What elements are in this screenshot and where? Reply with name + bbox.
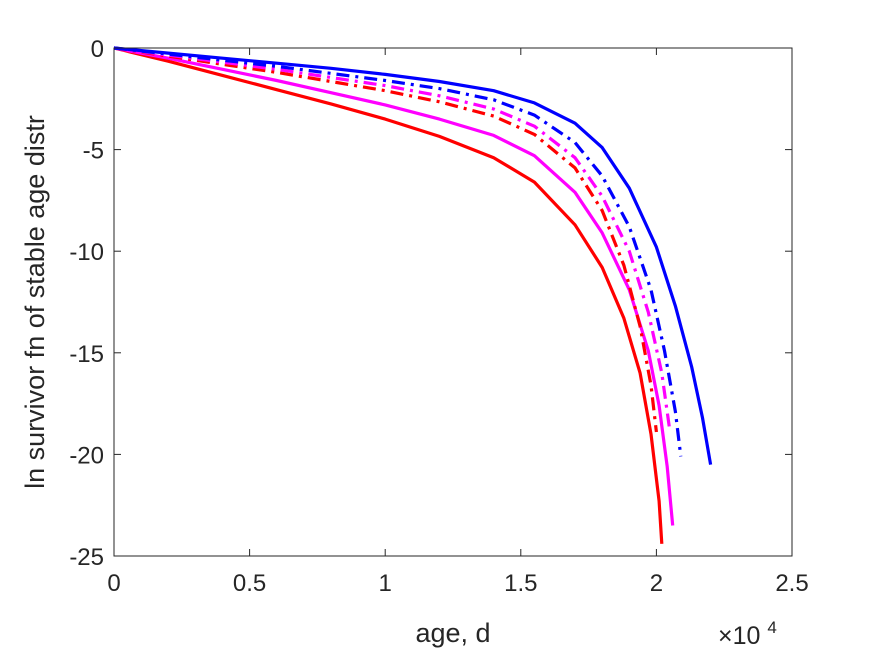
series-line-2 [113,46,675,526]
plot-frame [113,47,793,557]
series-line-4 [113,46,672,433]
y-tick-label: -15 [69,341,104,368]
y-tick-label: -20 [69,442,104,469]
x-axis-exponent-power: 4 [767,618,776,637]
x-axis-ticks: 0 0.5 1 1.5 2 2.5 [107,48,809,597]
x-axis-label: age, d [415,618,490,648]
y-tick-label: -5 [83,138,104,165]
series-layer [113,46,713,544]
x-tick-label: 1 [379,570,392,597]
series-line-5 [113,46,683,457]
y-axis-label: ln survivor fn of stable age distr [20,115,50,489]
y-tick-label: 0 [91,36,104,63]
x-axis-exponent-base: ×10 [718,622,760,650]
x-tick-label: 2.5 [775,570,808,597]
x-axis-exponent: ×10 4 [718,618,777,650]
y-tick-label: -25 [69,544,104,571]
series-line-6 [113,46,713,465]
x-tick-label: 0 [107,570,120,597]
x-tick-label: 0.5 [233,570,266,597]
y-axis-ticks: 0 -5 -10 -15 -20 -25 [69,36,792,571]
series-line-1 [113,46,664,544]
x-tick-label: 2 [650,570,663,597]
x-tick-label: 1.5 [504,570,537,597]
y-tick-label: -10 [69,239,104,266]
